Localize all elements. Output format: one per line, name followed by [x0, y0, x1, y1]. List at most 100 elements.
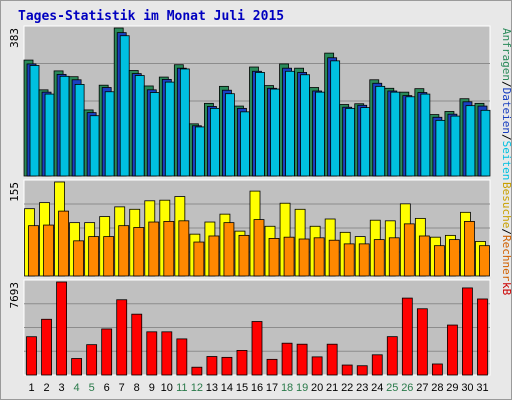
bar-kb-day-15 [236, 350, 248, 376]
bar-kb-day-6 [101, 328, 113, 376]
x-tick-label: 4 [74, 382, 80, 394]
bar-rechner-day-24 [373, 239, 385, 277]
bar-kb-day-26 [401, 297, 413, 376]
bar-rechner-day-13 [208, 235, 220, 277]
x-tick-label: 29 [446, 382, 458, 394]
bar-kb-day-17 [266, 358, 278, 376]
x-tick-label: 6 [104, 382, 110, 394]
x-tick-label: 11 [176, 382, 187, 394]
legend-entry: kB [500, 282, 512, 296]
x-tick-label: 31 [476, 382, 488, 394]
bar-rechner-day-21 [328, 239, 340, 277]
x-tick-label: 21 [326, 382, 338, 394]
bar-kb-day-14 [221, 356, 233, 376]
bar-seiten-day-18 [285, 70, 295, 177]
y-max-label: 155 [8, 182, 21, 202]
bar-seiten-day-6 [104, 91, 115, 177]
bar-rechner-day-9 [148, 221, 160, 277]
bar-seiten-day-26 [405, 96, 416, 177]
legend-entry: Seiten [500, 141, 512, 181]
x-tick-label: 28 [431, 382, 443, 394]
bar-rechner-day-4 [73, 240, 85, 277]
bar-rechner-day-15 [238, 234, 250, 277]
bar-rechner-day-2 [43, 224, 54, 277]
bar-seiten-day-25 [390, 91, 401, 177]
bar-seiten-day-4 [74, 84, 85, 177]
bar-kb-day-1 [26, 336, 37, 376]
bar-rechner-day-27 [418, 235, 430, 277]
bar-rechner-day-6 [103, 236, 115, 277]
x-tick-label: 1 [28, 382, 34, 394]
bar-kb-day-7 [116, 299, 128, 376]
bar-kb-day-28 [431, 363, 443, 376]
bar-rechner-day-5 [88, 236, 100, 277]
legend-entry: / [500, 81, 512, 88]
legend-entry: / [500, 134, 512, 141]
bar-rechner-day-7 [118, 225, 130, 277]
bar-seiten-day-13 [210, 107, 220, 177]
bar-seiten-day-29 [450, 115, 461, 177]
bar-seiten-day-9 [149, 92, 160, 177]
bar-rechner-day-8 [133, 227, 145, 277]
bar-seiten-day-10 [164, 81, 175, 177]
bar-rechner-day-23 [358, 243, 370, 277]
x-tick-label: 18 [281, 382, 293, 394]
bar-seiten-day-16 [255, 72, 265, 177]
bar-kb-day-18 [281, 342, 293, 376]
x-tick-label: 16 [251, 382, 263, 394]
bar-kb-day-31 [477, 298, 488, 376]
x-tick-label: 3 [59, 382, 65, 394]
bar-seiten-day-2 [44, 93, 55, 177]
bar-rechner-day-19 [298, 238, 310, 277]
bar-kb-day-29 [447, 324, 458, 376]
bar-seiten-day-20 [315, 91, 326, 177]
bar-rechner-day-28 [433, 245, 445, 277]
x-tick-label: 30 [461, 382, 473, 394]
chart-title: Tages-Statistik im Monat Juli 2015 [18, 9, 284, 24]
x-tick-label: 23 [356, 382, 368, 394]
bar-seiten-day-19 [300, 74, 310, 177]
legend-top: Anfragen/Dateien/Seiten [500, 28, 512, 180]
bar-seiten-day-22 [345, 107, 356, 177]
legend-entry: / [500, 228, 512, 235]
x-tick-label: 7 [119, 382, 125, 394]
bar-kb-day-27 [416, 308, 428, 376]
bar-rechner-day-10 [163, 221, 175, 277]
y-max-label: 383 [8, 28, 21, 48]
bar-rechner-day-12 [193, 241, 205, 277]
bar-kb-day-20 [311, 356, 323, 376]
bar-rechner-day-14 [223, 222, 235, 277]
x-tick-label: 8 [134, 382, 140, 394]
bar-seiten-day-30 [465, 105, 476, 177]
x-tick-label: 12 [191, 382, 203, 394]
bar-rechner-day-22 [343, 243, 355, 277]
x-tick-label: 17 [266, 382, 278, 394]
bar-rechner-day-26 [403, 223, 415, 277]
bar-rechner-day-18 [283, 236, 295, 277]
bar-seiten-day-15 [240, 111, 250, 177]
x-tick-label: 25 [386, 382, 398, 394]
bar-seiten-day-23 [360, 107, 371, 177]
bar-kb-day-8 [131, 313, 143, 376]
bar-seiten-day-21 [330, 60, 341, 177]
legend-bottom: kB [500, 282, 512, 296]
bar-kb-day-13 [206, 356, 218, 376]
x-tick-label: 22 [341, 382, 353, 394]
bar-kb-day-3 [56, 281, 67, 376]
x-tick-label: 15 [236, 382, 248, 394]
x-tick-label: 5 [89, 382, 95, 394]
bar-seiten-day-3 [59, 75, 70, 177]
bar-kb-day-10 [161, 331, 173, 376]
bar-kb-day-19 [296, 343, 308, 376]
bar-rechner-day-31 [479, 245, 490, 277]
bar-rechner-day-30 [464, 221, 475, 277]
bar-seiten-day-1 [29, 65, 40, 177]
x-tick-label: 2 [43, 382, 49, 394]
x-tick-label: 27 [416, 382, 428, 394]
x-tick-label: 19 [296, 382, 308, 394]
bar-rechner-day-3 [58, 210, 69, 277]
panel-middle: 155 Besuche/Rechner [8, 179, 512, 282]
bar-seiten-day-7 [119, 35, 130, 177]
bar-seiten-day-28 [435, 119, 446, 177]
x-tick-label: 13 [206, 382, 218, 394]
